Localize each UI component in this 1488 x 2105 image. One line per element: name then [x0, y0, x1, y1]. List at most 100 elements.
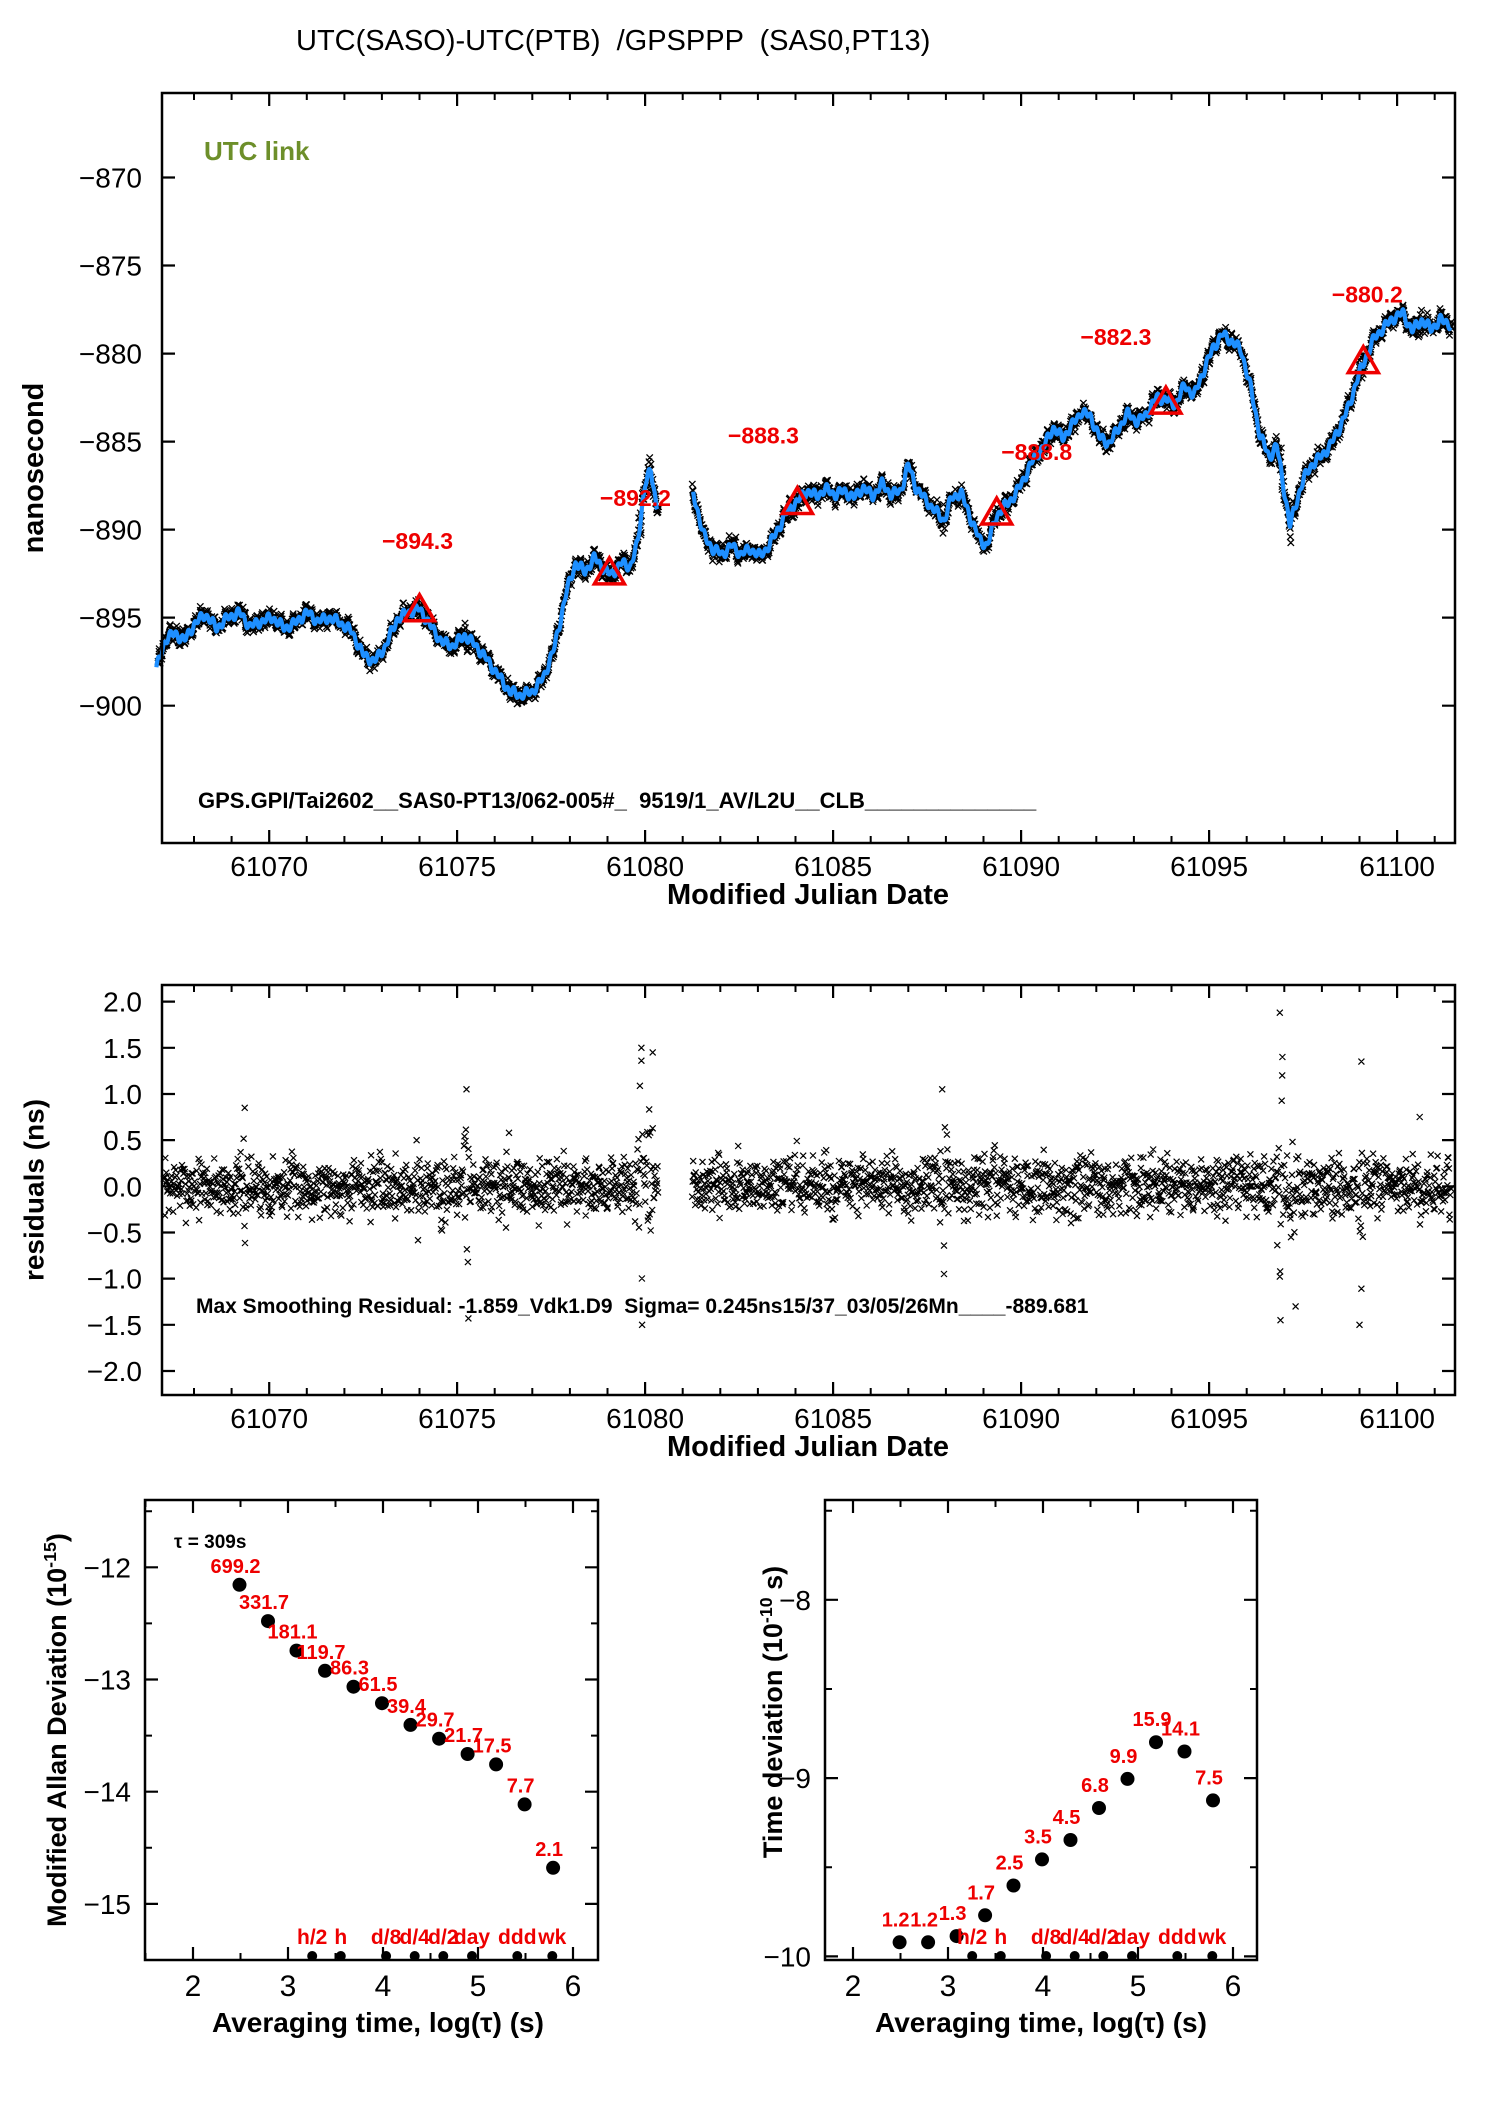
deviation-value-label: 4.5 [1053, 1807, 1081, 1829]
svg-text:−1.0: −1.0 [87, 1264, 142, 1295]
y-tick-labels: −870 −875 −880 −885 −890 −895 −900 [79, 163, 142, 722]
svg-text:2: 2 [845, 1970, 862, 2003]
svg-text:61095: 61095 [1170, 851, 1248, 882]
time-marker-label: d/4 [1060, 1926, 1091, 1949]
deviation-value-label: 7.5 [1195, 1767, 1223, 1789]
mid-x-axis-title: Modified Julian Date [667, 1431, 949, 1463]
svg-text:−900: −900 [79, 691, 142, 722]
deviation-value-label: 17.5 [473, 1735, 512, 1757]
axes-frame [823, 1498, 1259, 1962]
time-marker-dot [1127, 1951, 1137, 1961]
deviation-value-label: 6.8 [1081, 1775, 1109, 1797]
smoothed-curve [154, 467, 660, 701]
calibration-value-label: −882.3 [1080, 324, 1151, 350]
svg-text:61070: 61070 [230, 851, 308, 882]
svg-text:61090: 61090 [982, 1403, 1060, 1434]
svg-text:−870: −870 [79, 163, 142, 194]
svg-text:−1.5: −1.5 [87, 1310, 142, 1341]
deviation-point [892, 1935, 907, 1950]
svg-text:61075: 61075 [418, 1403, 496, 1434]
svg-text:−885: −885 [79, 427, 142, 458]
minor-ticks [193, 985, 1436, 1395]
svg-text:−14: −14 [84, 1777, 132, 1808]
deviation-point [1120, 1771, 1135, 1786]
minor-ticks [193, 93, 1436, 843]
svg-text:61100: 61100 [1359, 851, 1435, 882]
x-tick-labels: 61070 61075 61080 61085 61090 61095 61100 [230, 851, 1435, 882]
deviation-point [460, 1747, 475, 1761]
time-marker-dot [967, 1951, 978, 1961]
svg-text:−15: −15 [84, 1889, 132, 1920]
time-marker-label: day [454, 1926, 491, 1949]
svg-text:1.5: 1.5 [103, 1033, 142, 1064]
svg-text:5: 5 [1130, 1970, 1147, 2003]
deviation-value-label: 1.3 [939, 1903, 967, 1925]
deviation-value-label: 29.7 [416, 1710, 455, 1732]
mdev-x-axis-title: Averaging time, log(τ) (s) [212, 2007, 544, 2038]
time-marker-dot [409, 1951, 420, 1961]
tdev-y-title-prefix: Time deviation (10 [757, 1623, 788, 1859]
svg-text:6: 6 [565, 1970, 582, 2003]
deviation-point [978, 1908, 993, 1923]
major-ticks [162, 93, 1455, 843]
deviation-point [261, 1614, 275, 1629]
svg-text:3: 3 [940, 1970, 957, 2003]
svg-text:−895: −895 [79, 603, 142, 634]
tdev-panel: 1.2 1.2 1.31.72.53.54.56.89.915.914.17.5h/… [764, 1498, 1259, 2003]
axes-frame [143, 1498, 600, 1962]
svg-text:4: 4 [1035, 1970, 1052, 2003]
deviation-point [949, 1929, 964, 1944]
svg-text:61090: 61090 [982, 851, 1060, 882]
deviation-point [432, 1731, 447, 1746]
time-marker-label: d/8 [1031, 1926, 1062, 1949]
residual-points [160, 1009, 1455, 1329]
svg-text:−9: −9 [779, 1763, 811, 1794]
deviation-value-label: 1.2 [882, 1909, 910, 1931]
deviation-point [375, 1696, 389, 1711]
y-tick-labels: −8 −9 −10 [764, 1585, 812, 1973]
residuals-panel: 61070 61075 61080 61085 61090 61095 61100−2.0−… [87, 983, 1457, 1434]
raw-data-points [154, 301, 1455, 708]
calibration-value-label: −880.2 [1332, 282, 1403, 308]
y-tick-labels: −2.0 −1.5 −1.0 −0.5 0.0 0.5 1.0 1.5 2.0 [87, 987, 142, 1387]
deviation-value-label: 86.3 [330, 1658, 369, 1680]
deviation-value-label: 119.7 [297, 1642, 346, 1664]
deviation-point [289, 1643, 304, 1658]
time-marker-dot [512, 1951, 523, 1961]
tdev-y-title-suffix: s) [757, 1565, 788, 1598]
svg-text:2.0: 2.0 [103, 987, 142, 1018]
time-marker-label: d/4 [400, 1926, 431, 1949]
svg-text:61075: 61075 [418, 851, 496, 882]
svg-text:61085: 61085 [794, 851, 872, 882]
svg-text:1.0: 1.0 [103, 1079, 142, 1110]
svg-text:−8: −8 [779, 1585, 811, 1616]
svg-text:0.0: 0.0 [103, 1171, 142, 1202]
calibration-triangle-marker [1345, 343, 1382, 375]
svg-text:−12: −12 [84, 1552, 132, 1583]
mdev-y-title-suffix: ) [41, 1533, 72, 1543]
deviation-value-label: 14.1 [1161, 1719, 1200, 1741]
svg-text:2: 2 [185, 1970, 202, 2003]
calibration-value-label: −888.3 [728, 423, 799, 449]
time-marker-dot [1098, 1951, 1109, 1961]
deviation-point [489, 1757, 504, 1772]
time-marker-label: d/8 [371, 1926, 402, 1949]
tdev-x-axis-title: Averaging time, log(τ) (s) [875, 2007, 1207, 2038]
time-marker-label: d/2 [1088, 1926, 1118, 1949]
tdev-y-title-exponent: -10 [755, 1597, 776, 1624]
minor-ticks [825, 1500, 1257, 1960]
svg-text:−2.0: −2.0 [87, 1356, 142, 1387]
deviation-value-label: 2.5 [996, 1853, 1024, 1875]
deviation-point [318, 1663, 332, 1678]
utc-link-label: UTC link [204, 136, 310, 166]
calibration-triangle-marker [779, 483, 816, 516]
time-marker-label: h/2 [297, 1926, 327, 1949]
deviation-value-label: 3.5 [1024, 1826, 1052, 1848]
time-marker-label: h/2 [957, 1926, 987, 1949]
deviation-point [1035, 1852, 1049, 1867]
time-marker-dot [547, 1951, 558, 1961]
major-ticks [145, 1500, 598, 1960]
svg-text:−13: −13 [84, 1665, 132, 1696]
calibration-value-label: −894.3 [382, 528, 453, 554]
